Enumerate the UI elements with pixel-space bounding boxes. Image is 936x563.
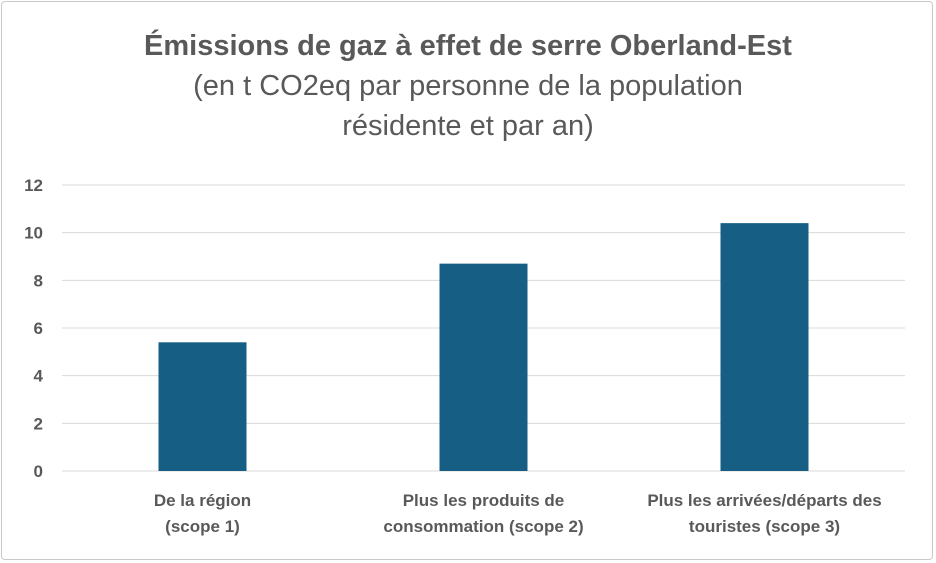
x-category-label-2-line-2: consommation (scope 2): [383, 517, 583, 536]
x-category-label-2-line-1: Plus les produits de: [403, 491, 565, 510]
bar-3: [720, 223, 809, 471]
x-category-label-3-line-1: Plus les arrivées/départs des: [647, 491, 881, 510]
chart-subtitle-line-2: résidente et par an): [342, 110, 594, 142]
bar-1: [158, 342, 247, 471]
x-category-label-1-line-1: De la région: [154, 491, 251, 510]
chart-subtitle-line-1: (en t CO2eq par personne de la populatio…: [193, 70, 743, 102]
x-category-label-1-line-2: (scope 1): [165, 517, 240, 536]
y-tick-label-4: 4: [34, 367, 44, 386]
y-tick-label-6: 6: [34, 319, 43, 338]
y-tick-label-0: 0: [34, 462, 43, 481]
y-tick-label-12: 12: [24, 176, 43, 195]
y-tick-label-2: 2: [34, 414, 43, 433]
chart-title: Émissions de gaz à effet de serre Oberla…: [144, 30, 792, 62]
chart-title-block: Émissions de gaz à effet de serre Oberla…: [0, 26, 936, 146]
y-tick-label-10: 10: [24, 224, 43, 243]
x-category-label-3-line-2: touristes (scope 3): [689, 517, 840, 536]
bar-2: [439, 263, 528, 471]
y-tick-label-8: 8: [34, 271, 43, 290]
